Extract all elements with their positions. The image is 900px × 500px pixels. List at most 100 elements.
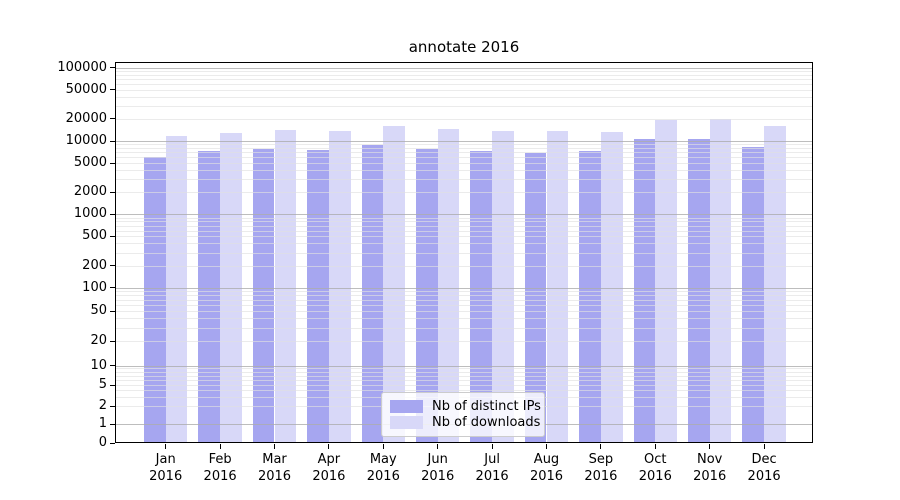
y-tick-label: 500	[82, 228, 107, 244]
x-tick-label-jun: Jun 2016	[421, 452, 455, 484]
y-gridline-minor	[115, 295, 813, 297]
x-tick-mark	[328, 444, 330, 450]
y-tick-mark	[110, 442, 115, 444]
bar-downloads-aug	[546, 131, 569, 444]
bar-downloads-apr	[328, 131, 351, 444]
x-tick-mark	[654, 444, 656, 450]
y-gridline-minor	[115, 318, 813, 320]
y-gridline-major	[115, 287, 813, 289]
y-gridline-minor	[115, 163, 813, 165]
x-tick-label-sep: Sep 2016	[584, 452, 618, 484]
y-gridline-minor	[115, 390, 813, 392]
y-tick-mark	[110, 89, 115, 91]
y-tick-mark	[110, 287, 115, 289]
y-gridline-minor	[115, 152, 813, 154]
y-gridline-minor	[115, 385, 813, 386]
y-gridline-minor	[115, 379, 813, 381]
y-tick-label: 0	[98, 435, 107, 451]
y-gridline-major	[115, 214, 813, 216]
x-tick-label-may: May 2016	[366, 452, 400, 484]
y-tick-label: 20000	[65, 110, 107, 126]
y-gridline-minor	[115, 148, 813, 150]
y-gridline-minor	[115, 375, 813, 377]
x-tick-label-apr: Apr 2016	[312, 452, 346, 484]
x-tick-mark	[219, 444, 221, 450]
x-tick-label-nov: Nov 2016	[693, 452, 727, 484]
legend: Nb of distinct IPs Nb of downloads	[381, 392, 545, 437]
y-gridline-minor	[115, 291, 813, 293]
y-gridline-minor	[115, 170, 813, 172]
x-tick-mark	[274, 444, 275, 450]
legend-item-downloads: Nb of downloads	[390, 415, 540, 430]
bar-distinct-ips-jul	[470, 151, 493, 444]
y-tick-mark	[110, 213, 115, 215]
y-gridline-minor	[115, 327, 813, 329]
x-tick-label-jan: Jan 2016	[149, 452, 183, 484]
y-tick-label: 5	[98, 377, 107, 392]
y-tick-label: 1	[98, 416, 107, 431]
bar-distinct-ips-apr	[307, 149, 329, 444]
y-gridline-minor	[115, 221, 813, 223]
y-tick-mark	[110, 235, 115, 237]
bar-downloads-dec	[764, 126, 786, 444]
y-tick-mark	[110, 340, 115, 342]
y-tick-mark	[110, 140, 115, 142]
bar-downloads-may	[383, 126, 406, 444]
x-tick-mark	[382, 444, 384, 450]
y-gridline-minor	[115, 192, 813, 194]
y-tick-label: 50000	[65, 81, 107, 97]
y-tick-label: 10000	[65, 133, 107, 148]
y-tick-label: 100	[82, 279, 107, 295]
y-tick-label: 200	[82, 257, 107, 273]
x-tick-mark	[709, 444, 711, 450]
y-tick-label: 2000	[73, 184, 107, 200]
y-tick-label: 5000	[73, 155, 107, 171]
y-tick-label: 1000	[73, 206, 107, 222]
y-gridline-minor	[115, 74, 813, 76]
x-tick-label-feb: Feb 2016	[203, 452, 237, 484]
y-tick-label: 50	[90, 303, 107, 318]
y-gridline-minor	[115, 304, 813, 306]
y-tick-label: 10	[90, 357, 107, 373]
x-tick-mark	[437, 444, 439, 450]
y-gridline-minor	[115, 96, 813, 98]
legend-label-downloads: Nb of downloads	[432, 415, 541, 430]
y-gridline-minor	[115, 243, 813, 245]
y-gridline-minor	[115, 144, 813, 146]
y-tick-label: 2	[98, 398, 107, 413]
y-gridline-minor	[115, 371, 813, 373]
y-tick-label: 20	[90, 333, 107, 348]
bar-downloads-oct	[655, 120, 678, 444]
y-gridline-minor	[115, 179, 813, 181]
legend-swatch-downloads	[390, 416, 423, 429]
y-tick-mark	[110, 191, 115, 193]
y-tick-mark	[110, 365, 115, 366]
y-gridline-minor	[115, 236, 813, 238]
bar-downloads-jun	[437, 128, 460, 444]
y-tick-label: 100000	[57, 59, 107, 75]
bar-distinct-ips-sep	[579, 151, 601, 444]
y-gridline-minor	[115, 118, 813, 120]
y-gridline-minor	[115, 79, 813, 81]
bar-downloads-jul	[492, 130, 514, 444]
y-tick-mark	[110, 405, 115, 407]
x-tick-label-jul: Jul 2016	[475, 452, 509, 484]
chart-title: annotate 2016	[408, 38, 520, 56]
x-tick-mark	[546, 444, 547, 450]
y-gridline-minor	[115, 217, 813, 219]
legend-item-distinct-ips: Nb of distinct IPs	[390, 399, 541, 414]
y-tick-mark	[110, 423, 115, 425]
x-tick-label-aug: Aug 2016	[529, 452, 564, 484]
legend-label-distinct-ips: Nb of distinct IPs	[432, 399, 541, 414]
y-gridline-major	[115, 67, 813, 69]
y-gridline-minor	[115, 341, 813, 342]
y-gridline-minor	[115, 230, 813, 232]
legend-swatch-distinct-ips	[390, 400, 423, 413]
y-tick-mark	[110, 265, 115, 267]
y-gridline-minor	[115, 252, 813, 254]
x-tick-label-mar: Mar 2016	[257, 452, 292, 484]
y-gridline-minor	[115, 106, 813, 108]
y-tick-mark	[110, 310, 115, 312]
bar-distinct-ips-feb	[198, 151, 221, 444]
